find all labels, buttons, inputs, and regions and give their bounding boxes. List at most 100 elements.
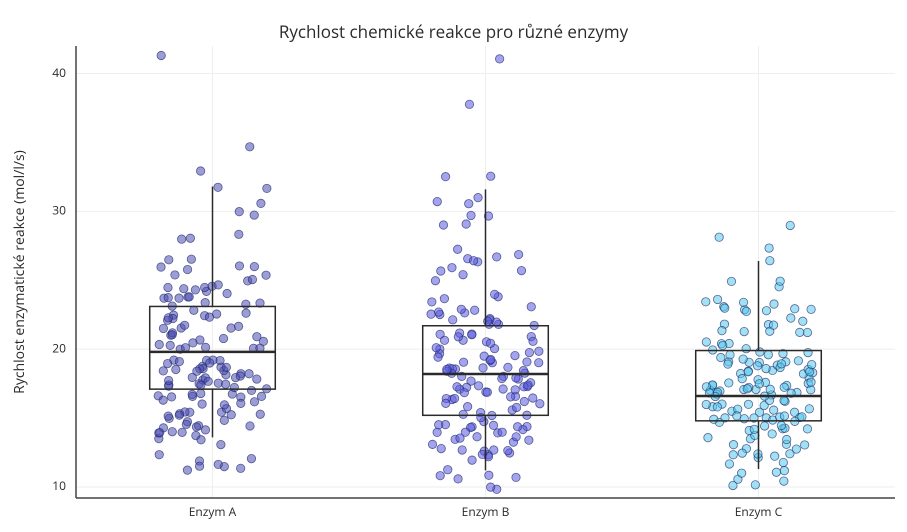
data-point bbox=[777, 421, 785, 429]
data-point bbox=[527, 303, 535, 311]
data-point bbox=[201, 426, 209, 434]
data-point bbox=[770, 300, 778, 308]
data-point bbox=[469, 257, 477, 265]
data-point bbox=[250, 262, 258, 270]
data-point bbox=[780, 477, 788, 485]
data-point bbox=[738, 449, 746, 457]
data-point bbox=[439, 221, 447, 229]
data-point bbox=[514, 250, 522, 258]
data-point bbox=[250, 211, 258, 219]
data-point bbox=[164, 412, 172, 420]
data-point bbox=[462, 220, 470, 228]
data-point bbox=[456, 434, 464, 442]
x-tick-label: Enzym B bbox=[462, 503, 510, 520]
data-point bbox=[474, 193, 482, 201]
data-point bbox=[776, 277, 784, 285]
y-tick-label: 40 bbox=[52, 64, 66, 81]
data-point bbox=[453, 245, 461, 253]
data-point bbox=[188, 390, 196, 398]
data-point bbox=[164, 283, 172, 291]
data-point bbox=[517, 266, 525, 274]
data-point bbox=[220, 416, 228, 424]
data-point bbox=[765, 244, 773, 252]
data-point bbox=[196, 167, 204, 175]
data-point bbox=[704, 433, 712, 441]
data-point bbox=[702, 298, 710, 306]
box bbox=[423, 326, 549, 416]
data-point bbox=[762, 306, 770, 314]
data-point bbox=[768, 430, 776, 438]
data-point bbox=[236, 464, 244, 472]
data-point bbox=[725, 460, 733, 468]
data-point bbox=[485, 471, 493, 479]
box bbox=[696, 351, 822, 421]
y-tick-label: 30 bbox=[52, 202, 66, 219]
data-point bbox=[799, 317, 807, 325]
data-point bbox=[214, 183, 222, 191]
data-point bbox=[155, 428, 163, 436]
data-point bbox=[178, 428, 186, 436]
data-point bbox=[434, 421, 442, 429]
data-point bbox=[796, 328, 804, 336]
data-point bbox=[191, 286, 199, 294]
data-point bbox=[440, 294, 448, 302]
data-point bbox=[739, 298, 747, 306]
plot-svg: 10203040Enzym AEnzym BEnzym CRychlost en… bbox=[0, 0, 907, 532]
data-point bbox=[729, 451, 737, 459]
data-point bbox=[214, 281, 222, 289]
data-point bbox=[702, 338, 710, 346]
data-point bbox=[198, 400, 206, 408]
data-point bbox=[504, 446, 512, 454]
data-point bbox=[157, 263, 165, 271]
data-point bbox=[718, 341, 726, 349]
data-point bbox=[791, 305, 799, 313]
data-point bbox=[713, 295, 721, 303]
data-point bbox=[487, 172, 495, 180]
data-point bbox=[257, 392, 265, 400]
data-point bbox=[434, 308, 442, 316]
data-point bbox=[235, 262, 243, 270]
data-point bbox=[729, 440, 737, 448]
data-point bbox=[220, 401, 228, 409]
data-point bbox=[248, 275, 256, 283]
data-point bbox=[454, 475, 462, 483]
data-point bbox=[431, 277, 439, 285]
data-point bbox=[187, 255, 195, 263]
data-point bbox=[449, 316, 457, 324]
data-point bbox=[467, 211, 475, 219]
data-point bbox=[737, 469, 745, 477]
data-point bbox=[197, 436, 205, 444]
data-point bbox=[727, 277, 735, 285]
data-point bbox=[458, 446, 466, 454]
data-point bbox=[489, 421, 497, 429]
data-point bbox=[525, 436, 533, 444]
data-point bbox=[721, 304, 729, 312]
data-point bbox=[465, 199, 473, 207]
data-point bbox=[168, 428, 176, 436]
y-axis-title: Rychlost enzymatické reakce (mol/l/s) bbox=[10, 150, 29, 394]
data-point bbox=[427, 310, 435, 318]
data-point bbox=[792, 445, 800, 453]
data-point bbox=[766, 256, 774, 264]
data-point bbox=[164, 293, 172, 301]
data-point bbox=[200, 283, 208, 291]
data-point bbox=[237, 399, 245, 407]
data-point bbox=[428, 440, 436, 448]
data-point bbox=[256, 410, 264, 418]
data-point bbox=[436, 471, 444, 479]
data-point bbox=[235, 207, 243, 215]
box-group bbox=[696, 261, 822, 469]
data-point bbox=[195, 462, 203, 470]
data-point bbox=[760, 422, 768, 430]
x-tick-label: Enzym C bbox=[735, 503, 783, 520]
y-tick-label: 10 bbox=[52, 477, 66, 494]
data-point bbox=[750, 425, 758, 433]
data-point bbox=[180, 285, 188, 293]
data-point bbox=[177, 235, 185, 243]
data-point bbox=[433, 428, 441, 436]
data-point bbox=[457, 305, 465, 313]
data-point bbox=[433, 197, 441, 205]
data-point bbox=[171, 271, 179, 279]
data-point bbox=[235, 230, 243, 238]
data-point bbox=[441, 172, 449, 180]
